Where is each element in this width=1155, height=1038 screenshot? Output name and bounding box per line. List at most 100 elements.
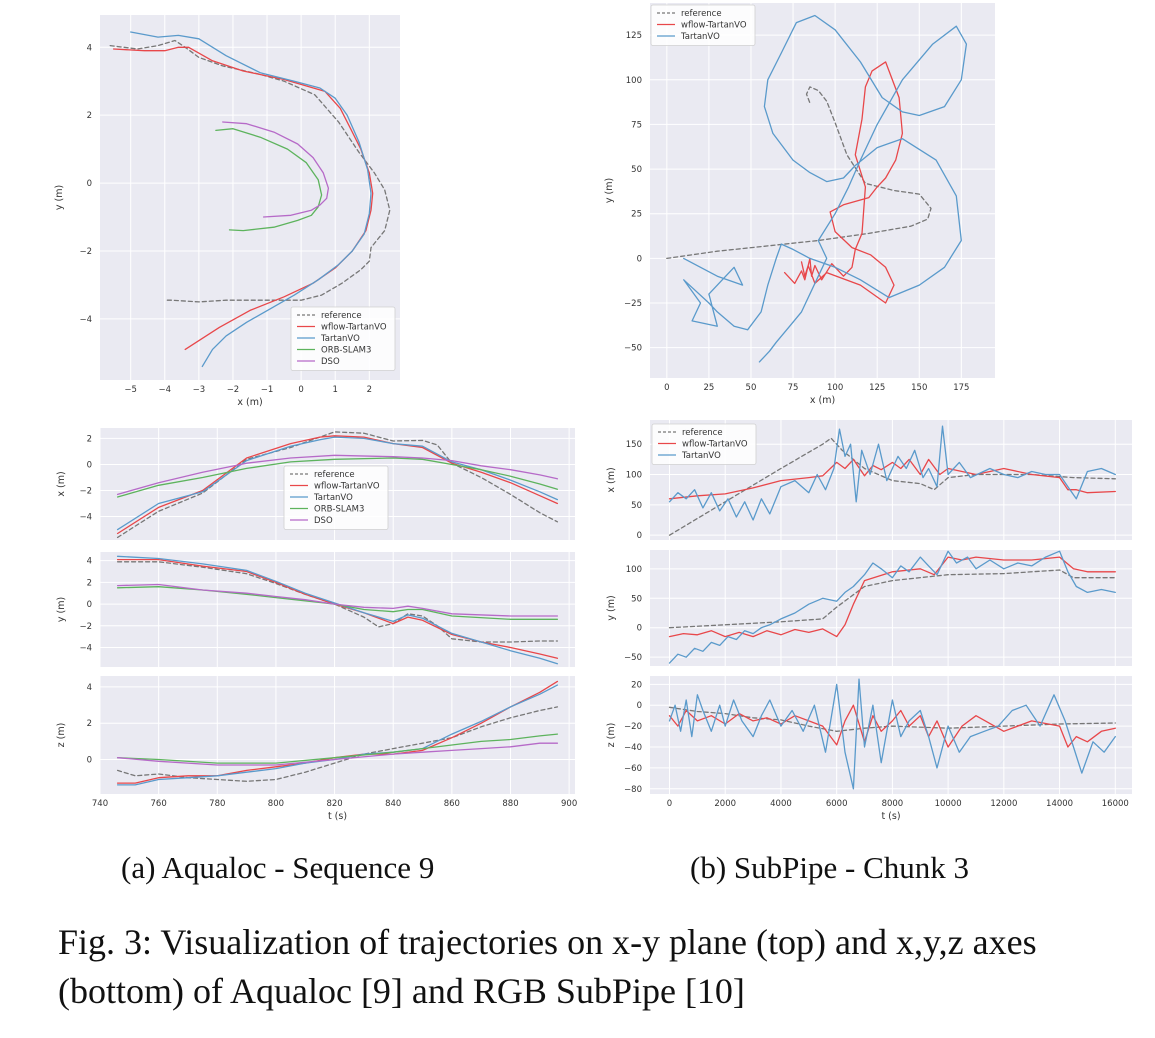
x-axis-label: t (s) xyxy=(328,811,347,822)
series-line-wflow-tartanvo xyxy=(668,458,1116,500)
y-tick-label: −80 xyxy=(624,785,642,795)
plot-area xyxy=(100,676,575,794)
y-axis-label: y (m) xyxy=(54,185,65,210)
y-tick-label: −20 xyxy=(624,722,642,732)
series-line-wflow-tartanvo xyxy=(668,704,1116,748)
series-line-dso xyxy=(222,121,330,218)
x-axis-label: t (s) xyxy=(881,811,900,822)
y-tick-label: −25 xyxy=(624,299,642,309)
x-tick-label: 780 xyxy=(209,799,225,809)
x-tick-label: 2 xyxy=(367,385,372,395)
legend-label-wflow-tartanvo: wflow-TartanVO xyxy=(681,21,747,31)
x-tick-label: 820 xyxy=(326,799,342,809)
series-line-tartanvo xyxy=(130,31,372,368)
series-line-dso xyxy=(116,742,559,766)
series-line-reference xyxy=(666,86,932,260)
x-tick-label: −2 xyxy=(227,385,240,395)
x-tick-label: 0 xyxy=(664,383,669,393)
x-tick-label: 50 xyxy=(746,383,757,393)
x-tick-label: 16000 xyxy=(1102,799,1129,809)
y-tick-label: 100 xyxy=(626,565,642,575)
series-line-dso xyxy=(116,454,559,496)
y-tick-label: −50 xyxy=(624,653,642,663)
legend-label-reference: reference xyxy=(314,470,355,480)
plot-area xyxy=(650,676,1132,794)
x-tick-label: 12000 xyxy=(990,799,1017,809)
figure-caption: Fig. 3: Visualization of trajectories on… xyxy=(58,922,1037,1011)
y-tick-label: −4 xyxy=(79,513,92,523)
y-tick-label: 50 xyxy=(631,501,642,511)
legend-label-reference: reference xyxy=(682,428,723,438)
y-tick-label: 20 xyxy=(631,680,642,690)
y-tick-label: 125 xyxy=(626,31,642,41)
series-line-reference xyxy=(116,706,559,782)
legend-label-reference: reference xyxy=(321,311,362,321)
series-line-reference xyxy=(116,431,559,539)
subcaption-a: (a) Aqualoc - Sequence 9 xyxy=(121,850,435,885)
y-tick-label: 2 xyxy=(87,719,92,729)
plot-area xyxy=(650,3,995,378)
subcaption-b: (b) SubPipe - Chunk 3 xyxy=(690,850,969,885)
y-tick-label: 4 xyxy=(87,43,92,53)
y-tick-label: −2 xyxy=(79,622,92,632)
y-axis-label: x (m) xyxy=(606,467,617,492)
x-tick-label: 740 xyxy=(92,799,108,809)
legend-frame xyxy=(651,423,757,465)
y-tick-label: −4 xyxy=(79,315,92,325)
y-tick-label: 0 xyxy=(87,179,92,189)
x-tick-label: 880 xyxy=(502,799,518,809)
series-line-orb-slam3 xyxy=(116,733,559,764)
x-tick-label: 2000 xyxy=(714,799,736,809)
y-tick-label: 0 xyxy=(637,254,642,264)
y-axis-label: y (m) xyxy=(606,595,617,620)
x-tick-label: 840 xyxy=(385,799,401,809)
series-line-tartanvo xyxy=(116,555,559,665)
y-axis-label: z (m) xyxy=(56,723,67,748)
x-tick-label: 0 xyxy=(298,385,303,395)
legend-label-tartanvo: TartanVO xyxy=(320,334,360,344)
y-tick-label: 0 xyxy=(87,460,92,470)
y-axis-label: y (m) xyxy=(56,597,67,622)
series-line-tartanvo xyxy=(668,550,1116,664)
series-line-orb-slam3 xyxy=(215,128,323,232)
y-tick-label: 0 xyxy=(637,531,642,541)
y-tick-label: 50 xyxy=(631,594,642,604)
x-tick-label: −5 xyxy=(124,385,137,395)
series-line-wflow-tartanvo xyxy=(668,556,1116,638)
x-tick-label: 6000 xyxy=(826,799,848,809)
x-tick-label: 125 xyxy=(869,383,885,393)
x-tick-label: 860 xyxy=(444,799,460,809)
legend-label-wflow-tartanvo: wflow-TartanVO xyxy=(321,323,387,333)
plot-area xyxy=(100,552,575,667)
y-tick-label: 50 xyxy=(631,165,642,175)
x-tick-label: −4 xyxy=(159,385,172,395)
x-tick-label: 100 xyxy=(827,383,843,393)
x-tick-label: 10000 xyxy=(935,799,962,809)
x-axis-label: x (m) xyxy=(810,395,835,406)
x-tick-label: 4000 xyxy=(770,799,792,809)
x-tick-label: 75 xyxy=(788,383,799,393)
x-tick-label: 0 xyxy=(667,799,672,809)
legend-label-tartanvo: TartanVO xyxy=(313,493,353,503)
y-axis-label: x (m) xyxy=(56,471,67,496)
x-axis-label: x (m) xyxy=(237,397,262,408)
y-tick-label: 0 xyxy=(637,624,642,634)
y-tick-label: 0 xyxy=(87,600,92,610)
y-tick-label: 0 xyxy=(637,701,642,711)
series-line-tartanvo xyxy=(668,678,1116,790)
x-tick-label: 150 xyxy=(911,383,927,393)
legend-label-dso: DSO xyxy=(314,516,333,526)
y-tick-label: −4 xyxy=(79,643,92,653)
series-line-reference xyxy=(668,706,1116,732)
legend-label-tartanvo: TartanVO xyxy=(680,32,720,42)
legend-frame xyxy=(283,465,389,530)
y-tick-label: 2 xyxy=(87,578,92,588)
y-tick-label: 150 xyxy=(626,440,642,450)
y-tick-label: −50 xyxy=(624,344,642,354)
legend-label-wflow-tartanvo: wflow-TartanVO xyxy=(682,440,748,450)
y-tick-label: 0 xyxy=(87,756,92,766)
